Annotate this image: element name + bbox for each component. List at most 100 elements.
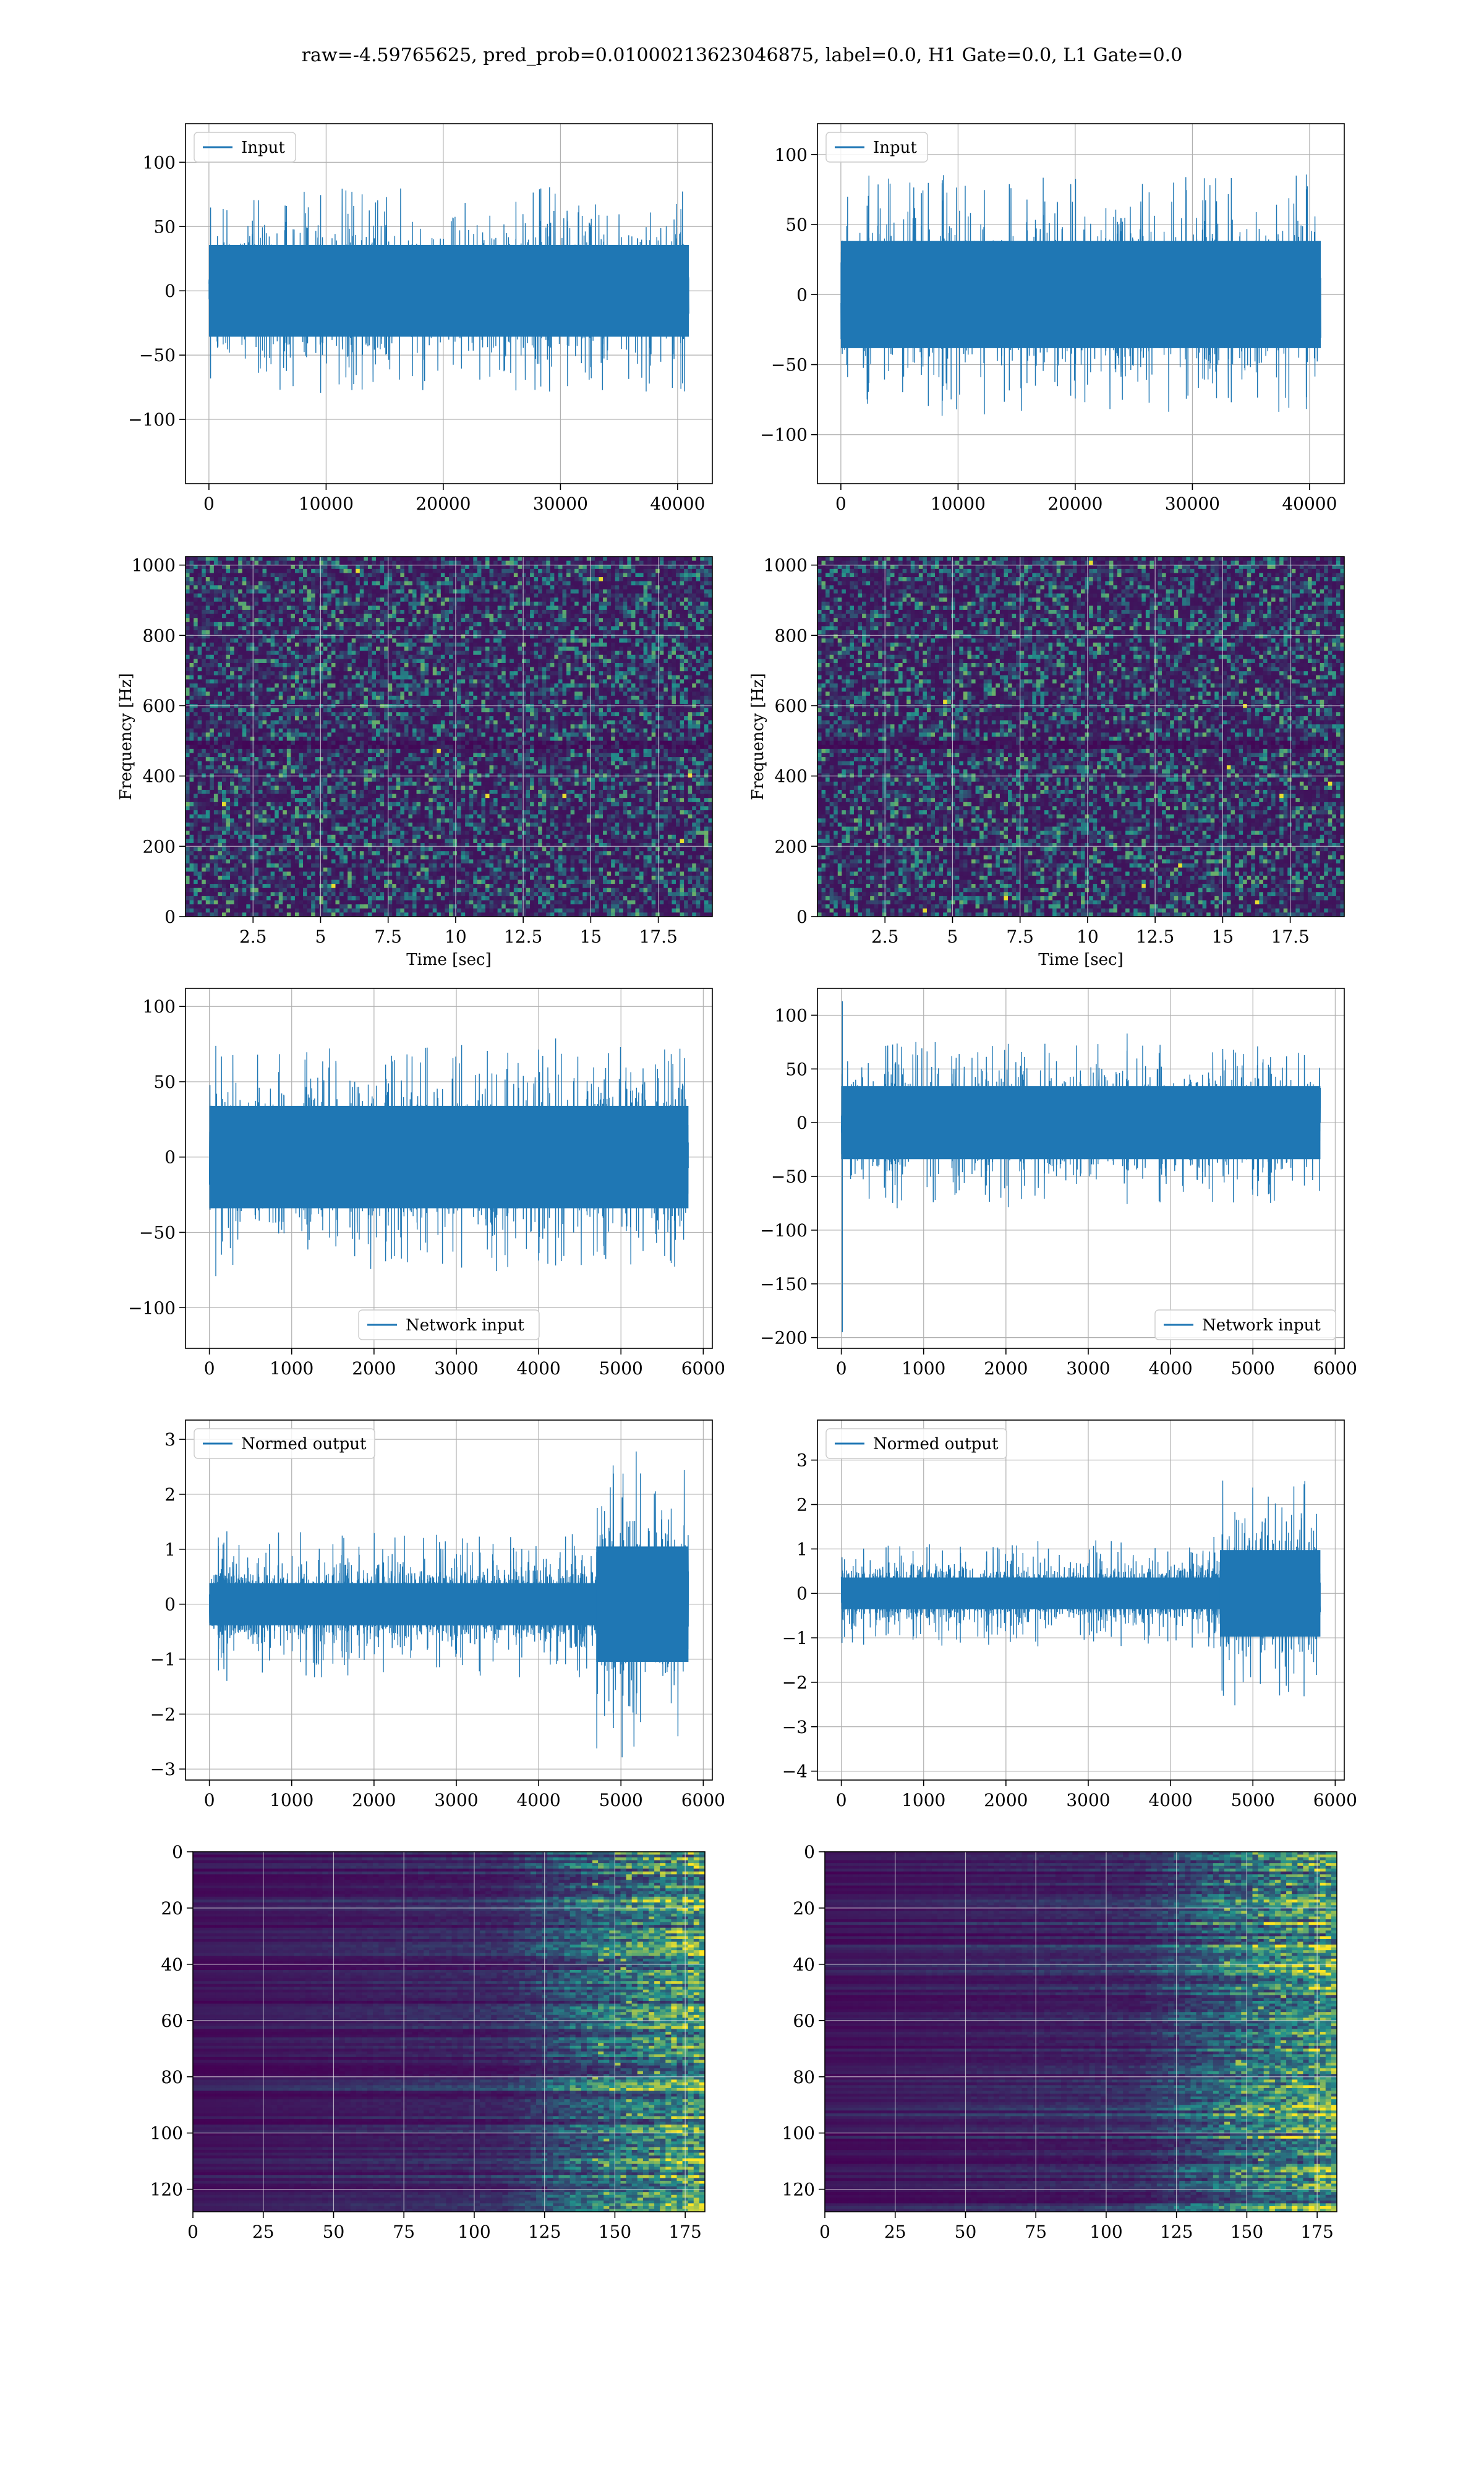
series-burst-band bbox=[1219, 1550, 1321, 1637]
x-tick-label: 2000 bbox=[984, 1790, 1028, 1810]
y-tick-label: 200 bbox=[143, 836, 176, 857]
legend-box bbox=[1154, 1309, 1336, 1340]
x-tick-label: 5000 bbox=[599, 1790, 643, 1810]
x-tick-label: 4000 bbox=[1148, 1358, 1192, 1379]
x-tick-label: 25 bbox=[252, 2222, 275, 2242]
legend-box bbox=[825, 132, 928, 163]
legend: Network input bbox=[358, 1309, 540, 1340]
x-tick-label: 175 bbox=[668, 2222, 701, 2242]
y-tick-label: 80 bbox=[161, 2067, 183, 2087]
x-tick-label: 75 bbox=[1025, 2222, 1047, 2242]
series-core-band bbox=[841, 1086, 1321, 1160]
x-axis-label: Time [sec] bbox=[1038, 951, 1124, 969]
x-tick-label: 2.5 bbox=[871, 927, 899, 947]
y-tick-label: −100 bbox=[760, 1220, 808, 1241]
y-tick-label: 100 bbox=[775, 1005, 808, 1025]
y-tick-label: −50 bbox=[139, 345, 176, 366]
x-tick-label: 100 bbox=[458, 2222, 490, 2242]
y-tick-label: −3 bbox=[150, 1759, 176, 1779]
x-tick-label: 175 bbox=[1300, 2222, 1333, 2242]
x-tick-label: 4000 bbox=[516, 1358, 560, 1379]
x-tick-label: 7.5 bbox=[374, 927, 402, 947]
feature-map-cells bbox=[193, 1852, 706, 2212]
x-tick-label: 30000 bbox=[533, 494, 588, 514]
x-tick-label: 6000 bbox=[681, 1358, 725, 1379]
y-tick-label: 0 bbox=[796, 285, 808, 305]
x-tick-label: 25 bbox=[884, 2222, 906, 2242]
x-tick-label: 40000 bbox=[1282, 494, 1337, 514]
x-tick-label: 150 bbox=[1230, 2222, 1263, 2242]
x-tick-label: 17.5 bbox=[639, 927, 677, 947]
x-tick-label: 5 bbox=[947, 927, 958, 947]
legend: Normed output bbox=[194, 1428, 375, 1459]
y-tick-label: 3 bbox=[796, 1450, 808, 1471]
legend: Network input bbox=[1154, 1309, 1336, 1340]
y-tick-label: 100 bbox=[782, 2123, 815, 2144]
x-tick-label: 2000 bbox=[352, 1358, 396, 1379]
axes-frame bbox=[817, 556, 1345, 917]
y-tick-label: 0 bbox=[804, 1842, 815, 1862]
y-tick-label: 100 bbox=[150, 2123, 183, 2144]
series-core-band bbox=[840, 241, 1321, 348]
y-tick-label: −100 bbox=[760, 425, 808, 445]
y-tick-label: −50 bbox=[771, 355, 808, 375]
y-tick-label: 50 bbox=[785, 1059, 808, 1079]
y-tick-label: 120 bbox=[150, 2180, 183, 2200]
x-tick-label: 20000 bbox=[416, 494, 471, 514]
x-tick-label: 0 bbox=[204, 1790, 215, 1810]
figure-title: raw=-4.59765625, pred_prob=0.01000213623… bbox=[0, 45, 1484, 66]
y-tick-label: −1 bbox=[782, 1628, 808, 1648]
y-tick-label: 50 bbox=[785, 215, 808, 235]
x-tick-label: 17.5 bbox=[1271, 927, 1309, 947]
y-tick-label: 0 bbox=[796, 1583, 808, 1604]
y-tick-label: 40 bbox=[161, 1954, 183, 1975]
y-tick-label: 2 bbox=[164, 1484, 176, 1505]
y-tick-label: 100 bbox=[143, 152, 176, 173]
x-tick-label: 10000 bbox=[299, 494, 354, 514]
y-tick-label: −50 bbox=[139, 1222, 176, 1243]
x-tick-label: 3000 bbox=[434, 1790, 478, 1810]
x-tick-label: 2.5 bbox=[239, 927, 267, 947]
x-tick-label: 12.5 bbox=[1136, 927, 1174, 947]
legend: Normed output bbox=[825, 1428, 1007, 1459]
y-tick-label: 60 bbox=[161, 2011, 183, 2031]
x-tick-label: 10 bbox=[445, 927, 467, 947]
x-tick-label: 12.5 bbox=[504, 927, 542, 947]
x-tick-label: 5 bbox=[315, 927, 326, 947]
h1-feature-map-panel: 0 25 50 75 100 125 150 175 0 20 40 60 80 100 120 bbox=[150, 1842, 706, 2242]
l1-network-input-panel: 0 1000 2000 3000 4000 5000 6000−200−150−100−50… bbox=[760, 988, 1357, 1379]
x-tick-label: 6000 bbox=[681, 1790, 725, 1810]
series-core-band bbox=[208, 245, 689, 337]
x-tick-label: 2000 bbox=[352, 1790, 396, 1810]
x-tick-label: 125 bbox=[1160, 2222, 1193, 2242]
y-tick-label: 400 bbox=[143, 766, 176, 787]
x-tick-label: 2000 bbox=[984, 1358, 1028, 1379]
x-tick-label: 6000 bbox=[1313, 1790, 1357, 1810]
y-tick-label: 1 bbox=[164, 1539, 176, 1560]
x-tick-label: 4000 bbox=[1148, 1790, 1192, 1810]
y-tick-label: 40 bbox=[793, 1954, 815, 1975]
y-tick-label: −3 bbox=[782, 1717, 808, 1737]
x-tick-label: 1000 bbox=[270, 1790, 313, 1810]
x-tick-label: 5000 bbox=[599, 1358, 643, 1379]
x-tick-label: 1000 bbox=[902, 1790, 945, 1810]
axes-frame bbox=[817, 123, 1345, 484]
legend: Input bbox=[194, 132, 296, 163]
legend-box bbox=[825, 1428, 1007, 1459]
y-tick-label: 600 bbox=[775, 696, 808, 716]
y-tick-label: 0 bbox=[164, 281, 176, 301]
y-tick-label: 1 bbox=[796, 1539, 808, 1559]
y-tick-label: 100 bbox=[775, 145, 808, 165]
l1-normed-output-panel: 0 1000 2000 3000 4000 5000 6000 −4 −3 −2 −1 0 1 2 3 Nor… bbox=[782, 1419, 1357, 1810]
legend-label: Normed output bbox=[241, 1435, 367, 1453]
legend-label: Input bbox=[873, 139, 917, 157]
series-core-band bbox=[209, 1105, 689, 1209]
x-tick-label: 3000 bbox=[1066, 1790, 1110, 1810]
y-tick-label: 120 bbox=[782, 2180, 815, 2200]
x-tick-label: 100 bbox=[1090, 2222, 1122, 2242]
x-axis-label: Time [sec] bbox=[406, 951, 492, 969]
legend-label: Normed output bbox=[873, 1435, 999, 1453]
y-tick-label: 2 bbox=[796, 1495, 808, 1515]
x-tick-label: 75 bbox=[393, 2222, 415, 2242]
y-tick-label: 0 bbox=[796, 1113, 808, 1133]
